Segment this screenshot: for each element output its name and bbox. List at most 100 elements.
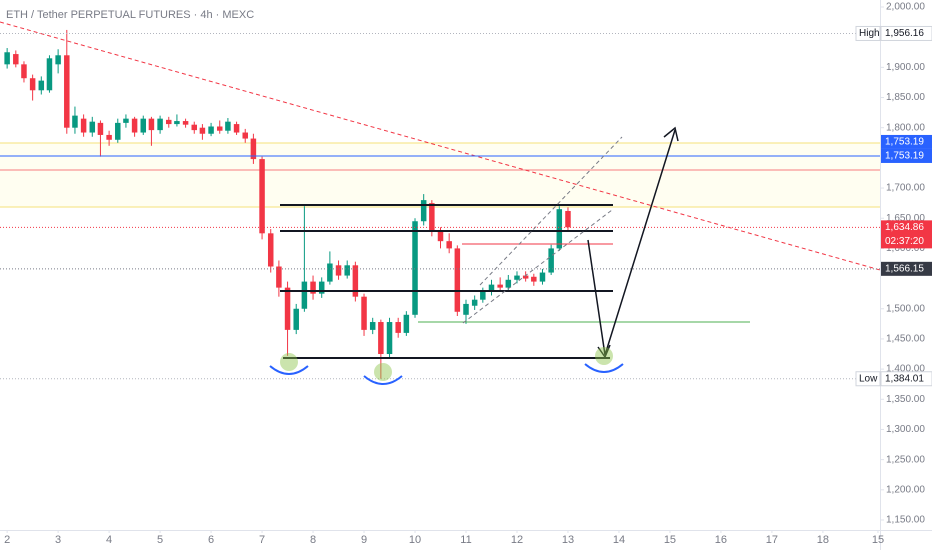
y-tick-label: 1,650.00 xyxy=(886,213,925,224)
candle-body xyxy=(64,55,70,128)
marker xyxy=(374,363,392,381)
candle-body xyxy=(131,118,138,133)
x-tick-label: 6 xyxy=(208,534,214,546)
arrow-head xyxy=(663,126,679,142)
candle-body xyxy=(548,248,554,273)
x-tick-label: 4 xyxy=(106,534,112,546)
candle-body xyxy=(148,118,155,131)
candle-body xyxy=(301,281,308,309)
arc xyxy=(584,363,624,373)
candle-body xyxy=(46,58,53,91)
x-tick-label: 2 xyxy=(4,534,10,546)
candle-body xyxy=(174,121,180,125)
price-label-box xyxy=(881,261,932,276)
candle-body xyxy=(539,272,546,282)
candle-body xyxy=(242,132,248,139)
candle-body xyxy=(497,284,503,288)
candle-body xyxy=(514,275,520,280)
x-tick-label: 16 xyxy=(715,534,727,546)
y-tick-label: 1,500.00 xyxy=(886,303,925,314)
candle-body xyxy=(259,159,265,234)
candle-body xyxy=(115,122,121,140)
arc xyxy=(363,375,403,385)
x-tick-label: 10 xyxy=(409,534,421,546)
marker xyxy=(280,353,298,371)
candle-body xyxy=(157,118,163,131)
candle-body xyxy=(344,265,350,276)
candle-body xyxy=(199,127,206,134)
x-tick-label: 5 xyxy=(157,534,163,546)
candle-body xyxy=(267,233,274,267)
candle-body xyxy=(191,124,198,131)
price-label-name-box xyxy=(855,25,881,41)
candle-body xyxy=(80,118,87,133)
candle-body xyxy=(403,314,410,333)
y-tick-label: 1,700.00 xyxy=(886,183,925,194)
y-tick-label: 1,150.00 xyxy=(886,515,925,526)
arc xyxy=(269,365,309,375)
price-label: 1,753.19 xyxy=(885,137,924,148)
marker xyxy=(595,347,613,365)
candle-body xyxy=(531,276,537,282)
candle-body xyxy=(310,281,316,294)
y-tick-label: 1,900.00 xyxy=(886,62,925,73)
marks xyxy=(0,29,880,380)
y-tick-label: 1,300.00 xyxy=(886,424,925,435)
price-label-box xyxy=(881,148,932,163)
trend-line xyxy=(0,21,881,271)
candle-body xyxy=(565,210,571,228)
y-tick-label: 2,000.00 xyxy=(886,2,925,13)
candle-body xyxy=(29,78,36,91)
y-tick-label: 1,600.00 xyxy=(886,243,925,254)
candle-body xyxy=(352,265,359,297)
candle-body xyxy=(412,221,418,315)
candle-body xyxy=(38,80,45,91)
candle-body xyxy=(429,203,435,232)
x-tick-label: 15 xyxy=(872,534,884,546)
candle-body xyxy=(522,275,529,279)
x-tick-label: 13 xyxy=(562,534,574,546)
candle-body xyxy=(97,122,104,135)
y-tick-label: 1,800.00 xyxy=(886,122,925,133)
x-tick-label: 9 xyxy=(361,534,367,546)
y-tick-label: 1,450.00 xyxy=(886,334,925,345)
price-label: 1,566.15 xyxy=(885,263,924,274)
price-label-box xyxy=(881,134,932,149)
candle-body xyxy=(166,119,172,125)
x-tick-label: 18 xyxy=(817,534,829,546)
price-label-box xyxy=(880,25,932,41)
candle-body xyxy=(284,287,291,330)
y-tick-label: 1,250.00 xyxy=(886,454,925,465)
price-label: 1,634.86 xyxy=(885,222,924,233)
candle-body xyxy=(13,54,19,65)
candle-body xyxy=(140,118,147,133)
price-label-box xyxy=(880,371,932,387)
candle-body xyxy=(55,55,61,65)
x-tick-label: 12 xyxy=(511,534,523,546)
candle-body xyxy=(386,322,393,355)
candle-body xyxy=(420,200,427,222)
candle-body xyxy=(378,322,384,355)
x-tick-label: 3 xyxy=(55,534,61,546)
candle-body xyxy=(233,124,240,133)
zone xyxy=(0,143,880,207)
candle-body xyxy=(556,209,563,249)
x-tick-label: 17 xyxy=(766,534,778,546)
candle-body xyxy=(437,231,444,242)
candle-body xyxy=(250,138,257,160)
candle-body xyxy=(327,263,333,282)
x-tick-label: 11 xyxy=(460,534,471,546)
x-tick-label: 7 xyxy=(259,534,265,546)
candle-body xyxy=(276,266,282,288)
candle-body xyxy=(89,121,96,133)
y-tick-label: 1,200.00 xyxy=(886,484,925,495)
candle-body xyxy=(293,308,299,330)
price-label: 1,384.01 xyxy=(885,373,924,384)
candle-body xyxy=(318,281,325,294)
y-tick-label: 1,850.00 xyxy=(886,92,925,103)
candle-body xyxy=(395,322,401,333)
candle-body xyxy=(335,265,342,276)
price-label-box xyxy=(881,220,932,249)
price-label: 1,956.16 xyxy=(885,28,924,39)
y-tick-label: 1,400.00 xyxy=(886,364,925,375)
